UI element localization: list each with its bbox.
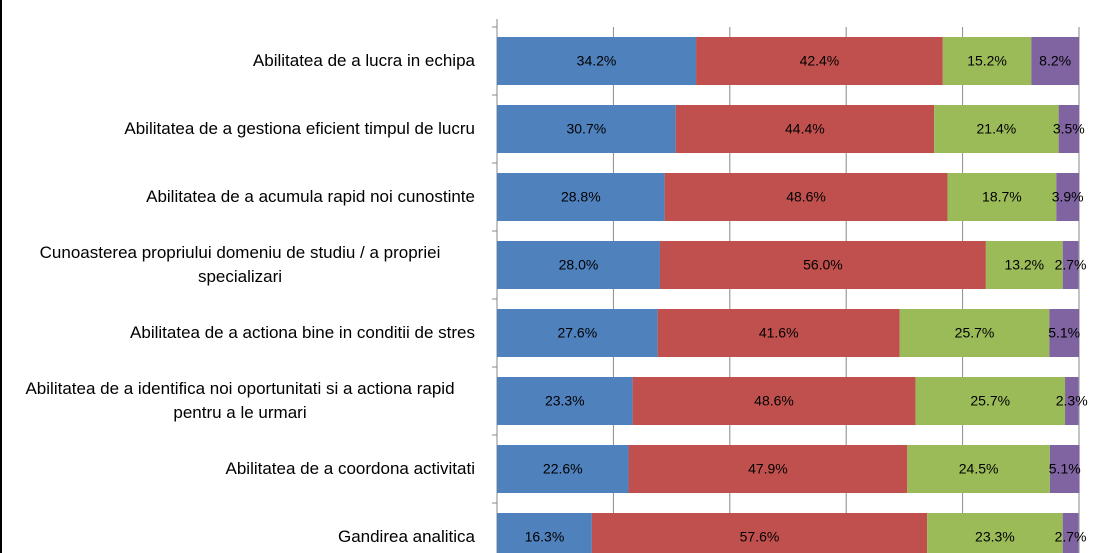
data-label: 2.7% — [1055, 257, 1087, 273]
bar-segment — [675, 105, 935, 153]
category-text: Abilitatea de a identifica noi oportunit… — [25, 379, 455, 422]
bar-segment — [1031, 37, 1079, 85]
data-label: 28.0% — [559, 257, 599, 273]
data-label: 42.4% — [800, 53, 840, 69]
bar-segment — [1049, 445, 1080, 493]
category-text: Cunoasterea propriului domeniu de studiu… — [39, 243, 441, 286]
bar-segment — [927, 513, 1063, 553]
category-label: Gandirea analitica — [5, 525, 475, 549]
data-label: 48.6% — [754, 393, 794, 409]
data-label: 5.1% — [1049, 461, 1081, 477]
data-label: 5.1% — [1048, 325, 1080, 341]
bar-segment — [497, 309, 658, 357]
data-label: 16.3% — [525, 529, 565, 545]
data-label: 22.6% — [543, 461, 583, 477]
bar-segment — [915, 377, 1066, 425]
bar-segment — [497, 173, 665, 221]
bar-segment — [985, 241, 1063, 289]
data-label: 25.7% — [955, 325, 995, 341]
data-label: 48.6% — [786, 189, 826, 205]
data-label: 23.3% — [545, 393, 585, 409]
bar-segment — [497, 445, 629, 493]
data-label: 2.3% — [1056, 393, 1088, 409]
bar-segment — [632, 377, 916, 425]
data-label: 47.9% — [748, 461, 788, 477]
data-label: 41.6% — [759, 325, 799, 341]
bar-segment — [497, 105, 676, 153]
bar-segment — [899, 309, 1050, 357]
category-label: Cunoasterea propriului domeniu de studiu… — [5, 241, 475, 289]
category-text: Abilitatea de a coordona activitati — [225, 459, 476, 478]
data-label: 18.7% — [982, 189, 1022, 205]
data-label: 8.2% — [1039, 53, 1071, 69]
category-text: Abilitatea de a lucra in echipa — [252, 51, 475, 70]
data-label: 21.4% — [977, 121, 1017, 137]
category-label: Abilitatea de a identifica noi oportunit… — [5, 377, 475, 425]
data-label: 34.2% — [577, 53, 617, 69]
bar-segment — [942, 37, 1032, 85]
bar-segment — [497, 377, 633, 425]
data-label: 25.7% — [970, 393, 1010, 409]
bar-segment — [1056, 173, 1079, 221]
data-label: 57.6% — [740, 529, 780, 545]
bar-segment — [696, 37, 943, 85]
bar-segment — [628, 445, 908, 493]
bar-segment — [664, 173, 948, 221]
category-text: Abilitatea de a actiona bine in conditii… — [130, 323, 475, 342]
data-label: 2.7% — [1055, 529, 1087, 545]
bar-segment — [1058, 105, 1079, 153]
data-label: 3.5% — [1053, 121, 1085, 137]
bar-segment — [1062, 241, 1079, 289]
bar-segment — [947, 173, 1057, 221]
bar-segment — [497, 241, 660, 289]
category-text: Abilitatea de a gestiona eficient timpul… — [124, 119, 475, 138]
bar-segment — [1065, 377, 1079, 425]
category-text: Abilitatea de a acumula rapid noi cunost… — [146, 187, 475, 206]
category-label: Abilitatea de a coordona activitati — [5, 457, 476, 481]
bar-segment — [1062, 513, 1079, 553]
data-label: 28.8% — [561, 189, 601, 205]
bar-segment — [659, 241, 986, 289]
data-label: 30.7% — [566, 121, 606, 137]
data-label: 23.3% — [975, 529, 1015, 545]
bar-segment — [1049, 309, 1079, 357]
category-label: Abilitatea de a lucra in echipa — [5, 49, 475, 73]
data-label: 3.9% — [1052, 189, 1084, 205]
bar-segment — [591, 513, 928, 553]
bar-segment — [497, 513, 592, 553]
data-label: 15.2% — [967, 53, 1007, 69]
data-label: 56.0% — [803, 257, 843, 273]
category-label: Abilitatea de a gestiona eficient timpul… — [5, 117, 475, 141]
category-label: Abilitatea de a actiona bine in conditii… — [5, 321, 475, 345]
data-label: 13.2% — [1004, 257, 1044, 273]
category-label: Abilitatea de a acumula rapid noi cunost… — [5, 185, 475, 209]
bar-segment — [657, 309, 900, 357]
data-label: 27.6% — [557, 325, 597, 341]
bar-segment — [934, 105, 1059, 153]
data-label: 24.5% — [959, 461, 999, 477]
bar-segment — [497, 37, 697, 85]
bar-segment — [907, 445, 1050, 493]
category-text: Gandirea analitica — [337, 527, 475, 546]
data-label: 44.4% — [785, 121, 825, 137]
